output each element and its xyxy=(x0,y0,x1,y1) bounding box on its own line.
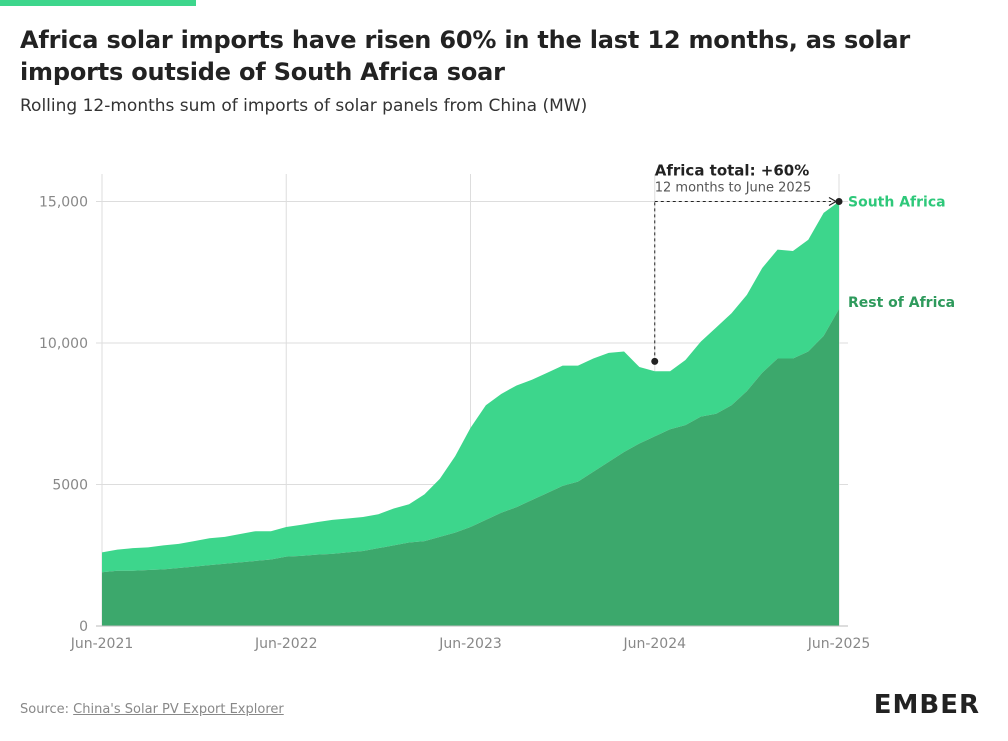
source-prefix: Source: xyxy=(20,702,74,717)
axis-layer: 0 5000 10,000 15,000 Jun-2021 Jun-2022 Jun-202… xyxy=(39,195,870,653)
x-tick-label: Jun-2022 xyxy=(254,636,318,652)
x-tick-label: Jun-2025 xyxy=(807,636,871,652)
source-link[interactable]: China's Solar PV Export Explorer xyxy=(73,702,284,717)
annotation-layer: South Africa Rest of Africa Africa total: … xyxy=(651,162,955,365)
accent-bar xyxy=(0,0,196,6)
annotation-end-dot xyxy=(835,198,843,205)
source-note: Source: China's Solar PV Export Explorer xyxy=(20,702,284,717)
annotation-title: Africa total: +60% xyxy=(655,162,810,180)
y-tick-label: 0 xyxy=(79,619,88,635)
annotation-subtitle: 12 months to June 2025 xyxy=(655,181,811,196)
series-area-rest-of-africa xyxy=(102,309,839,626)
y-tick-label: 10,000 xyxy=(39,336,88,352)
x-tick-label: Jun-2021 xyxy=(70,636,134,652)
chart-title: Africa solar imports have risen 60% in t… xyxy=(20,26,911,86)
x-tick-label: Jun-2023 xyxy=(438,636,502,652)
area-chart: 0 5000 10,000 15,000 Jun-2021 Jun-2022 Jun-202… xyxy=(39,162,955,653)
series-area-south-africa xyxy=(102,201,839,573)
area-layer xyxy=(102,201,839,626)
annotation-start-dot xyxy=(651,357,659,365)
x-tick-label: Jun-2024 xyxy=(622,636,686,652)
ember-logo: EMBER xyxy=(873,690,980,720)
y-tick-label: 15,000 xyxy=(39,195,88,211)
series-label-rest-of-africa: Rest of Africa xyxy=(848,295,955,311)
y-tick-label: 5000 xyxy=(52,478,88,494)
series-label-south-africa: South Africa xyxy=(848,195,946,211)
chart-subtitle: Rolling 12-months sum of imports of sola… xyxy=(20,96,588,116)
